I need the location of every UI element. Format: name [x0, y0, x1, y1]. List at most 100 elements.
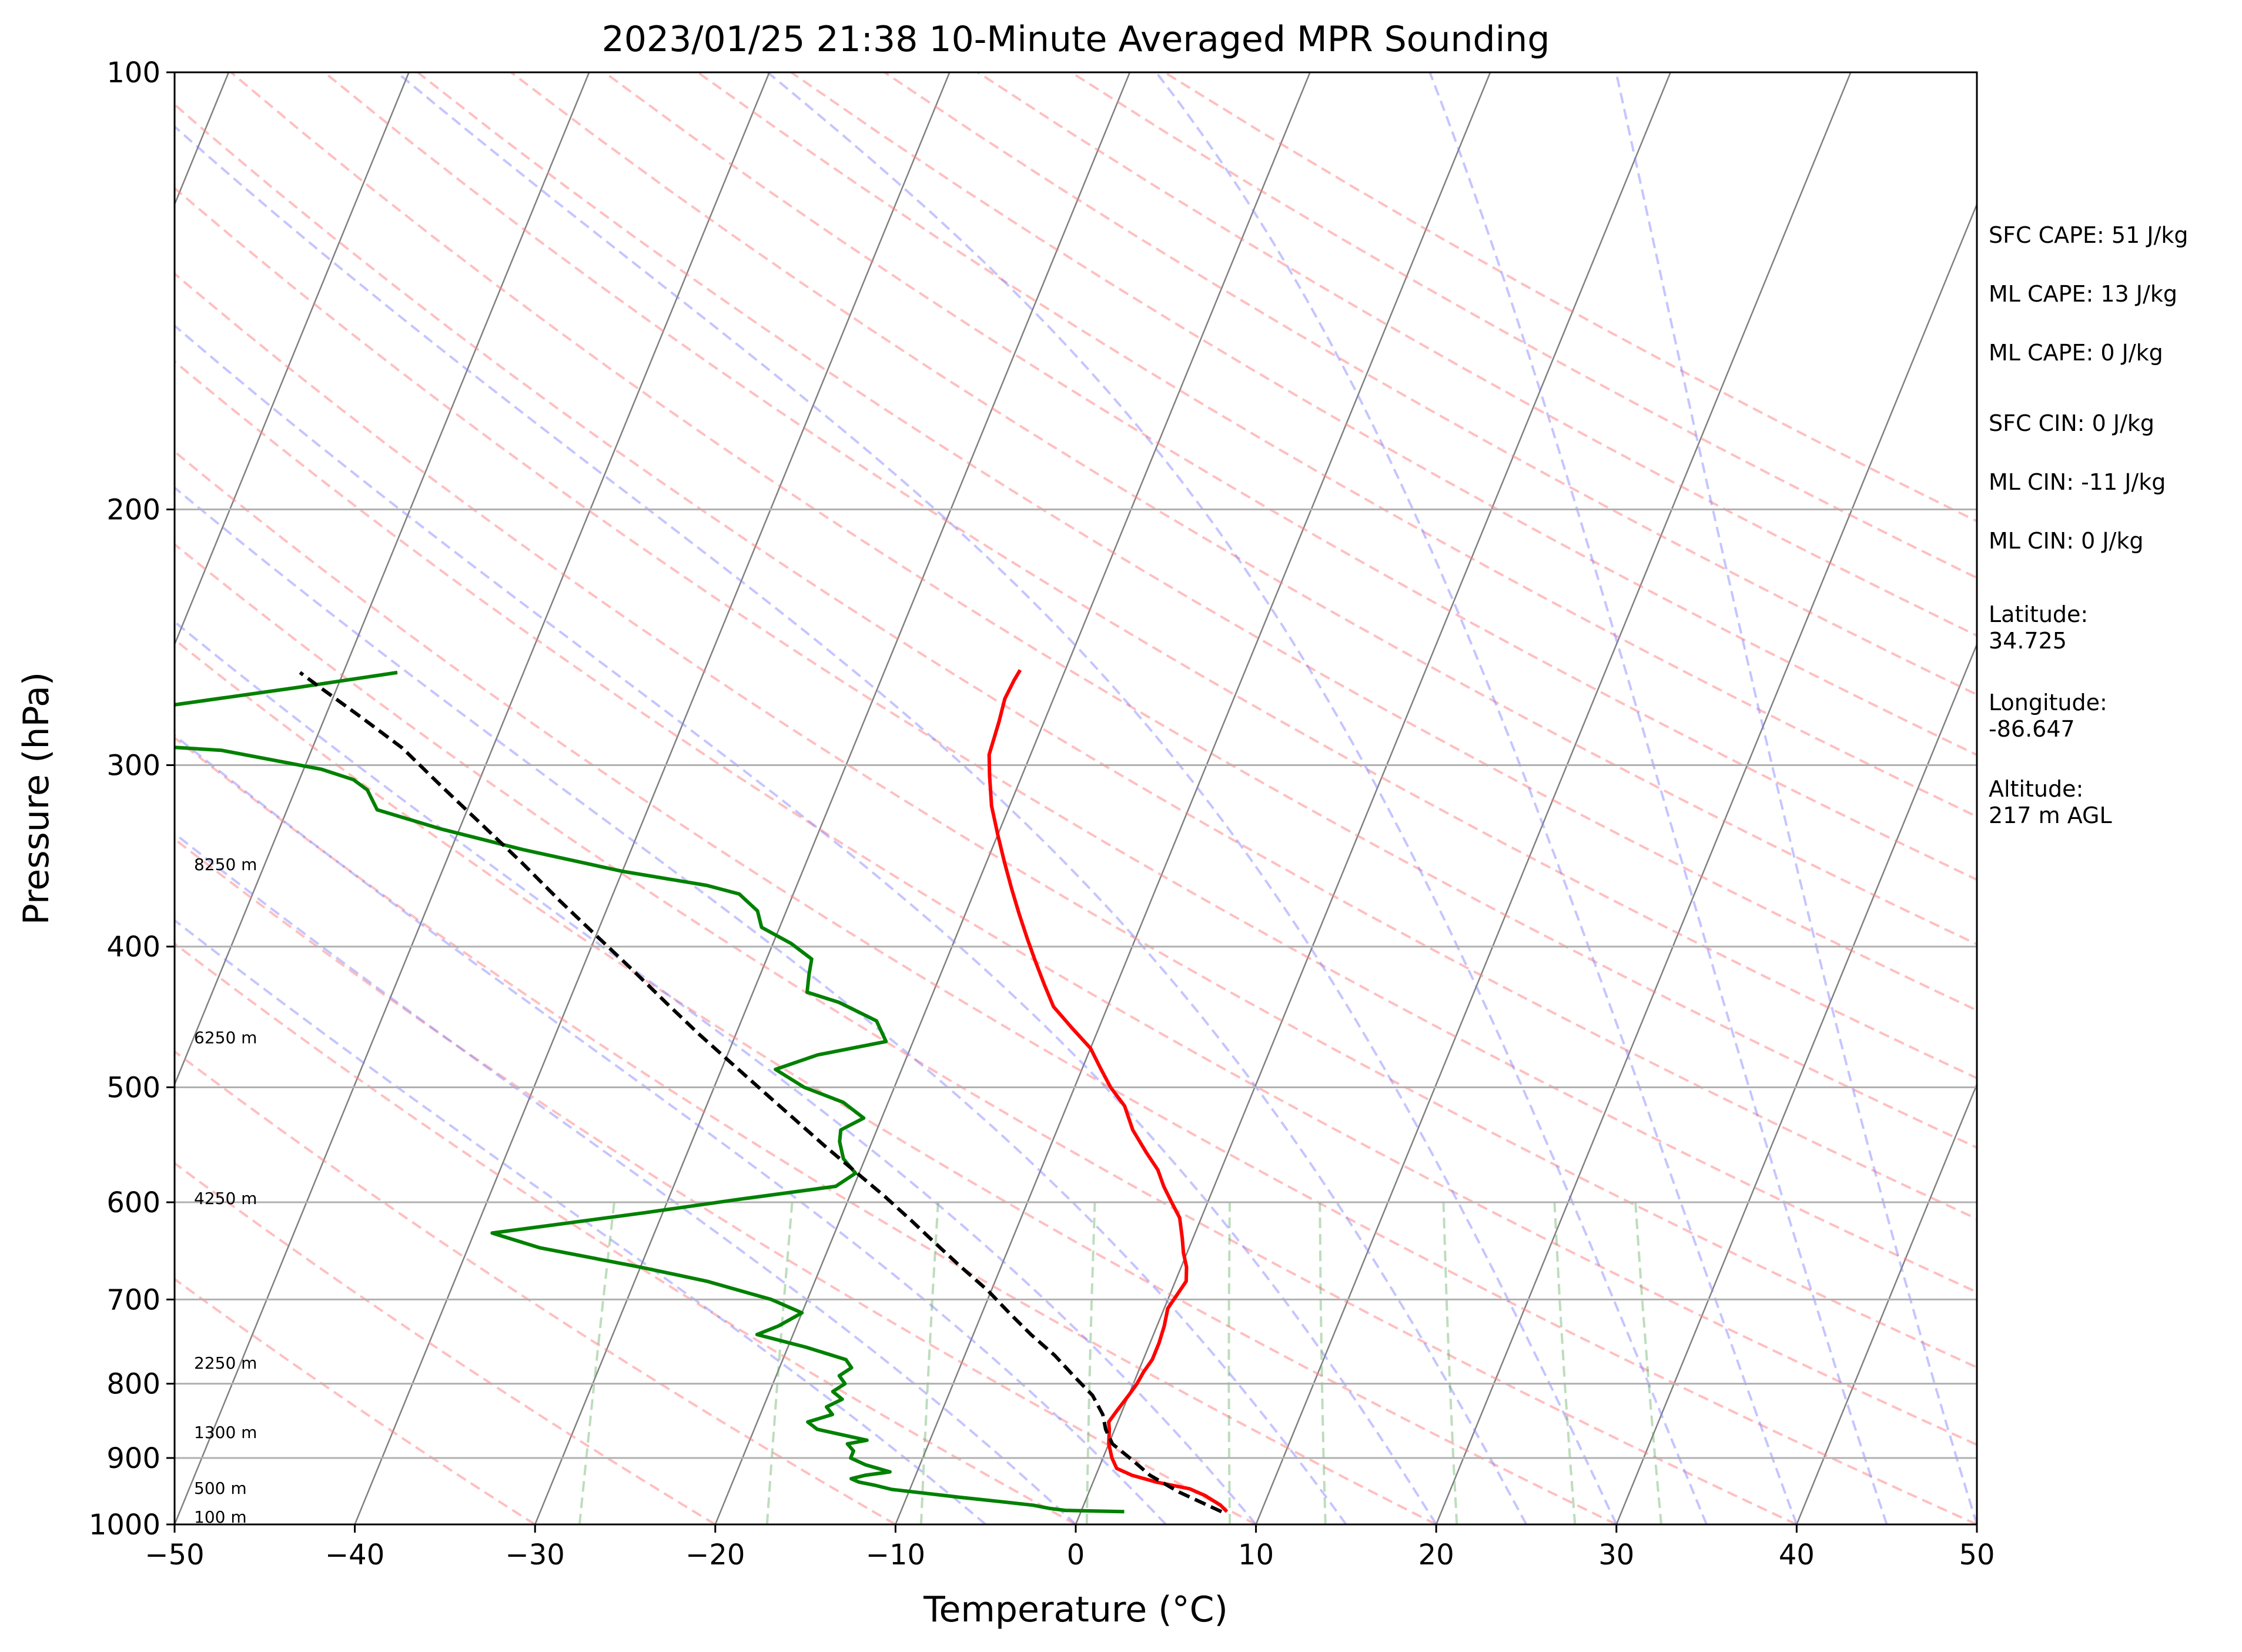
x-tick-label: 30: [1598, 1539, 1634, 1571]
y-tick-label: 400: [106, 931, 160, 964]
temperature-line: [987, 669, 1229, 1513]
moist-adiabat-line: [175, 324, 1437, 1524]
parcel-line: [299, 671, 1223, 1514]
dry-adiabat-line: [323, 72, 1977, 1080]
dry-adiabat-line: [175, 736, 1437, 1524]
height-labels: 100 m 500 m 1300 m 2250 m 4250 m 6250 m 8250 m: [194, 855, 257, 1527]
x-axis-label: Temperature (°C): [923, 1589, 1228, 1630]
dry-adiabat-line: [697, 72, 1977, 818]
height-label: 2250 m: [194, 1353, 257, 1373]
ml-cape-text-2: ML CAPE: 0 J/kg: [1989, 340, 2163, 366]
y-tick-label: 1000: [89, 1509, 160, 1541]
height-label: 4250 m: [194, 1189, 257, 1208]
isotherm-line: [1615, 642, 1977, 1524]
isotherm-line: [534, 72, 1131, 1524]
dry-adiabat-line: [417, 72, 1977, 1012]
dry-adiabat-line: [175, 837, 1257, 1524]
dewpoint-line: [175, 670, 1125, 1514]
moist-adiabat-line: [175, 832, 1077, 1524]
moist-adiabat-line: [175, 918, 987, 1524]
chart-title: 2023/01/25 21:38 10-Minute Averaged MPR …: [602, 19, 1550, 60]
moist-adiabat-line: [767, 72, 1708, 1524]
moist-adiabat-line: [1615, 72, 1977, 1524]
x-tick-label: 40: [1779, 1539, 1815, 1571]
x-tick-label: 50: [1959, 1539, 1995, 1571]
y-tick-label: 100: [106, 56, 160, 89]
moist-adiabat-line: [175, 125, 1528, 1524]
x-tick-label: −10: [866, 1539, 925, 1571]
height-label: 6250 m: [194, 1028, 257, 1048]
isotherm-line: [1255, 72, 1852, 1524]
ml-cin-text: ML CIN: -11 J/kg: [1989, 469, 2166, 495]
y-tick-label: 700: [106, 1283, 160, 1316]
y-tick-label: 900: [106, 1442, 160, 1475]
altitude-label: Altitude:: [1989, 776, 2083, 802]
altitude-value: 217 m AGL: [1989, 802, 2112, 828]
isotherm-line: [1796, 1082, 1977, 1524]
dry-adiabat-line: [175, 543, 1798, 1524]
x-tick-label: 10: [1238, 1539, 1274, 1571]
plot-frame: [173, 71, 1978, 1526]
ml-cape-text: ML CAPE: 13 J/kg: [1989, 281, 2177, 307]
x-tick-label: −50: [145, 1539, 204, 1571]
height-label: 500 m: [194, 1479, 247, 1498]
dry-adiabat-line: [604, 72, 1977, 881]
y-tick-label: 200: [106, 494, 160, 527]
dry-adiabat-line: [175, 450, 1977, 1524]
y-axis-label: Pressure (hPa): [16, 672, 57, 925]
mixing-ratio-line: [1553, 1202, 1577, 1524]
height-label: 100 m: [194, 1507, 247, 1527]
latitude-value: 34.725: [1989, 628, 2067, 654]
isotherm-line: [1435, 202, 1977, 1524]
x-tick-label: −30: [506, 1539, 565, 1571]
background-lines: [175, 72, 1977, 1524]
x-tick-label: 20: [1418, 1539, 1454, 1571]
isotherm-line: [354, 72, 951, 1524]
moist-adiabat-line: [175, 486, 1347, 1524]
mixing-ratio-line: [765, 1202, 794, 1524]
longitude-value: -86.647: [1989, 716, 2075, 742]
moist-adiabat-line: [1155, 72, 1798, 1524]
isotherm-line: [175, 72, 590, 1086]
isotherm-line: [175, 72, 770, 1524]
mixing-ratio-line: [919, 1202, 939, 1524]
moist-adiabat-line: [175, 620, 1257, 1524]
moist-adiabat-line: [175, 734, 1167, 1524]
mixing-ratio-line: [1442, 1202, 1458, 1524]
data-series: [175, 669, 1229, 1514]
ml-cin-text-2: ML CIN: 0 J/kg: [1989, 528, 2143, 554]
y-tick-label: 800: [106, 1368, 160, 1401]
sfc-cape-text: SFC CAPE: 51 J/kg: [1989, 222, 2189, 248]
x-tick-label: −20: [685, 1539, 745, 1571]
isotherm-line: [714, 72, 1311, 1524]
isotherm-line: [895, 72, 1491, 1524]
y-tick-label: 300: [106, 749, 160, 782]
x-axis-ticks: −50 −40 −30 −20 −10 0 10 20 30 40 50: [145, 1524, 1995, 1571]
dry-adiabat-line: [175, 272, 1977, 1369]
height-label: 1300 m: [194, 1423, 257, 1442]
y-tick-label: 600: [106, 1186, 160, 1219]
sfc-cin-text: SFC CIN: 0 J/kg: [1989, 410, 2154, 436]
mixing-ratio-line: [578, 1202, 615, 1524]
dry-adiabat-line: [884, 72, 1977, 696]
isotherm-line: [175, 72, 410, 647]
x-tick-label: 0: [1067, 1539, 1085, 1571]
dry-adiabat-line: [175, 1050, 896, 1524]
dry-adiabat-line: [175, 942, 1076, 1524]
dry-adiabat-line: [175, 1278, 536, 1524]
pressure-gridlines: [175, 71, 1977, 1526]
y-tick-label: 500: [106, 1071, 160, 1104]
dry-adiabat-line: [175, 360, 1977, 1446]
dry-adiabat-line: [175, 186, 1977, 1294]
moist-adiabat-line: [1428, 72, 1888, 1524]
moist-adiabat-line: [396, 72, 1618, 1524]
isotherm-line: [1075, 72, 1671, 1524]
y-axis-ticks: 100 200 300 400 500 600 700 800 900 1000: [89, 56, 175, 1541]
longitude-label: Longitude:: [1989, 690, 2107, 715]
x-tick-label: −40: [325, 1539, 384, 1571]
dry-adiabat-line: [175, 638, 1617, 1524]
mixing-ratio-line: [1227, 1202, 1232, 1524]
height-label: 8250 m: [194, 855, 257, 874]
info-panel: SFC CAPE: 51 J/kg ML CAPE: 13 J/kg ML CA…: [1989, 222, 2189, 828]
